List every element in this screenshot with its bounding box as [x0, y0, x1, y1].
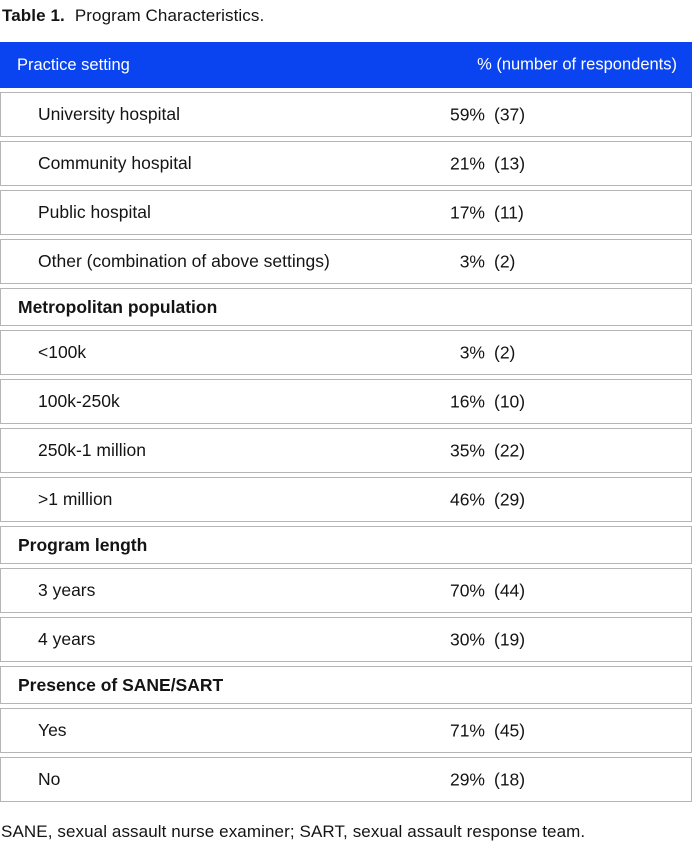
percent-value: 16% — [449, 391, 485, 411]
count-value: (10) — [494, 391, 526, 411]
table-row: <100k 3% (2) — [0, 330, 692, 375]
section-header-row: Presence of SANE/SART — [0, 666, 692, 704]
count-value: (19) — [494, 629, 526, 649]
section-header-row: Metropolitan population — [0, 288, 692, 326]
row-label: 250k-1 million — [38, 440, 146, 460]
table-row: Other (combination of above settings) 3%… — [0, 239, 692, 284]
section-label: Presence of SANE/SART — [18, 674, 224, 695]
row-label: No — [38, 769, 61, 789]
percent-value: 3% — [459, 251, 485, 271]
percent-value: 70% — [449, 580, 485, 600]
count-value: (29) — [494, 489, 526, 509]
table-caption: Table 1. Program Characteristics. — [0, 0, 692, 26]
row-label: Yes — [38, 720, 67, 740]
count-value: (13) — [494, 153, 526, 173]
section-label: Metropolitan population — [18, 296, 218, 317]
row-label: 100k-250k — [38, 391, 120, 411]
row-value: 3% (2) — [401, 251, 516, 272]
percent-value: 21% — [449, 153, 485, 173]
row-label: >1 million — [38, 489, 113, 509]
row-value: 46% (29) — [401, 489, 525, 510]
table-row: 4 years 30% (19) — [0, 617, 692, 662]
row-label: <100k — [38, 342, 87, 362]
column-header-practice-setting: Practice setting — [17, 55, 130, 74]
table-row: 250k-1 million 35% (22) — [0, 428, 692, 473]
table-row: Yes 71% (45) — [0, 708, 692, 753]
percent-value: 35% — [449, 440, 485, 460]
column-header-percent-respondents: % (number of respondents) — [477, 55, 677, 74]
program-characteristics-table: Practice setting % (number of respondent… — [0, 42, 692, 802]
row-value: 71% (45) — [401, 720, 525, 741]
table-row: Community hospital 21% (13) — [0, 141, 692, 186]
count-value: (2) — [494, 342, 516, 362]
row-label: Public hospital — [38, 202, 151, 222]
table-row: 100k-250k 16% (10) — [0, 379, 692, 424]
table-footnote: SANE, sexual assault nurse examiner; SAR… — [1, 822, 586, 841]
caption-label: Table 1. — [2, 6, 65, 25]
section-label: Program length — [18, 534, 148, 555]
row-value: 59% (37) — [401, 104, 525, 125]
row-value: 3% (2) — [401, 342, 516, 363]
count-value: (18) — [494, 769, 526, 789]
percent-value: 71% — [449, 720, 485, 740]
row-value: 17% (11) — [401, 202, 524, 223]
percent-value: 3% — [459, 342, 485, 362]
row-label: University hospital — [38, 104, 180, 124]
percent-value: 29% — [449, 769, 485, 789]
percent-value: 30% — [449, 629, 485, 649]
row-value: 21% (13) — [401, 153, 525, 174]
row-value: 29% (18) — [401, 769, 525, 790]
count-value: (2) — [494, 251, 516, 271]
section-header-row: Program length — [0, 526, 692, 564]
table-row: 3 years 70% (44) — [0, 568, 692, 613]
caption-title: Program Characteristics. — [74, 6, 265, 25]
percent-value: 59% — [449, 104, 485, 124]
row-label: Community hospital — [38, 153, 192, 173]
table-row: University hospital 59% (37) — [0, 92, 692, 137]
count-value: (44) — [494, 580, 526, 600]
percent-value: 46% — [449, 489, 485, 509]
table-row: No 29% (18) — [0, 757, 692, 802]
row-label: 3 years — [38, 580, 96, 600]
row-value: 30% (19) — [401, 629, 525, 650]
count-value: (45) — [494, 720, 526, 740]
row-value: 70% (44) — [401, 580, 525, 601]
row-label: Other (combination of above settings) — [38, 251, 330, 271]
row-value: 35% (22) — [401, 440, 525, 461]
table-header-row: Practice setting % (number of respondent… — [0, 42, 692, 88]
count-value: (37) — [494, 104, 526, 124]
count-value: (11) — [494, 202, 524, 222]
table-row: >1 million 46% (29) — [0, 477, 692, 522]
row-value: 16% (10) — [401, 391, 525, 412]
table-row: Public hospital 17% (11) — [0, 190, 692, 235]
count-value: (22) — [494, 440, 526, 460]
percent-value: 17% — [449, 202, 485, 222]
row-label: 4 years — [38, 629, 96, 649]
